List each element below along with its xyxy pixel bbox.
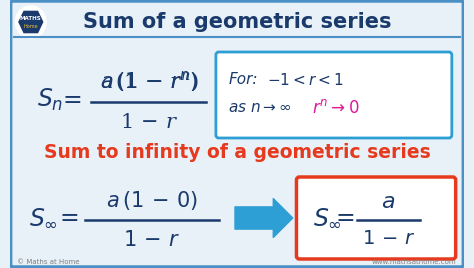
Text: =: =	[62, 88, 82, 112]
FancyBboxPatch shape	[216, 52, 452, 138]
Circle shape	[16, 6, 46, 38]
Text: Sum to infinity of a geometric series: Sum to infinity of a geometric series	[44, 143, 430, 162]
Text: =: =	[59, 206, 79, 230]
Text: www.mathsathome.com: www.mathsathome.com	[372, 259, 456, 265]
Text: $S_\infty$: $S_\infty$	[29, 206, 58, 230]
Text: $S_\infty$: $S_\infty$	[313, 206, 342, 230]
Text: Sum of a geometric series: Sum of a geometric series	[83, 12, 391, 32]
Text: as $n \rightarrow \infty$: as $n \rightarrow \infty$	[228, 100, 292, 116]
FancyArrowPatch shape	[235, 199, 293, 237]
Text: $a\,(1\,-\,r^n)$: $a\,(1\,-\,r^n)$	[100, 71, 198, 93]
Text: For:: For:	[228, 73, 258, 87]
Text: $S_n$: $S_n$	[36, 87, 63, 113]
FancyBboxPatch shape	[296, 177, 456, 259]
Text: MATHS: MATHS	[20, 17, 42, 21]
Text: $1\,-\,r$: $1\,-\,r$	[362, 229, 415, 248]
Text: $1\,-\,r$: $1\,-\,r$	[119, 112, 178, 132]
Text: $1\,-\,r$: $1\,-\,r$	[123, 230, 180, 250]
Text: $a\,(1\,-\,r^n)$: $a\,(1\,-\,r^n)$	[100, 69, 198, 95]
Text: Home: Home	[24, 24, 38, 28]
Text: © Maths at Home: © Maths at Home	[18, 259, 80, 265]
Text: =: =	[336, 206, 355, 230]
Text: $-1 < r < 1$: $-1 < r < 1$	[267, 72, 343, 88]
Text: $r^n \rightarrow 0$: $r^n \rightarrow 0$	[312, 99, 359, 117]
Text: $a$: $a$	[382, 192, 396, 212]
FancyBboxPatch shape	[10, 1, 464, 267]
Polygon shape	[18, 10, 44, 34]
Text: $a\,(1\,-\,0)$: $a\,(1\,-\,0)$	[106, 188, 198, 211]
